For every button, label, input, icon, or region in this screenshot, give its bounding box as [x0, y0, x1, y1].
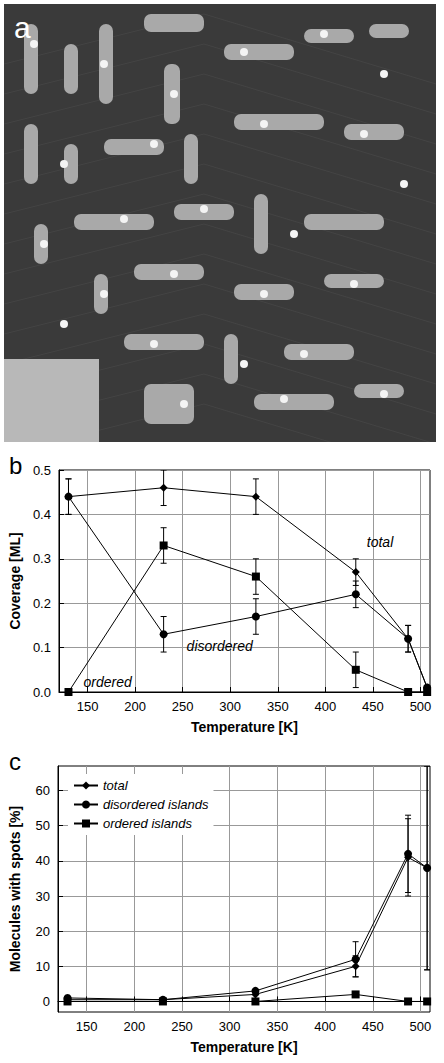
svg-text:200: 200 [123, 1019, 145, 1034]
svg-text:a: a [14, 11, 31, 44]
svg-text:Molecules with spots [%]: Molecules with spots [%] [7, 806, 23, 972]
svg-text:150: 150 [76, 1019, 98, 1034]
svg-text:50: 50 [36, 818, 50, 833]
svg-text:ordered: ordered [83, 674, 132, 690]
svg-text:total: total [367, 534, 394, 550]
svg-text:0.2: 0.2 [33, 596, 51, 611]
svg-text:0.0: 0.0 [33, 685, 51, 700]
svg-text:20: 20 [36, 924, 50, 939]
svg-text:ordered islands: ordered islands [103, 816, 192, 831]
svg-text:30: 30 [36, 889, 50, 904]
svg-text:b: b [9, 452, 22, 479]
svg-text:350: 350 [267, 1019, 289, 1034]
svg-text:10: 10 [36, 959, 50, 974]
svg-text:450: 450 [362, 699, 384, 714]
svg-text:500: 500 [410, 1019, 432, 1034]
svg-text:0.4: 0.4 [33, 507, 51, 522]
svg-text:200: 200 [124, 699, 146, 714]
svg-text:Temperature [K]: Temperature [K] [191, 719, 298, 735]
svg-text:450: 450 [362, 1019, 384, 1034]
svg-text:250: 250 [171, 1019, 193, 1034]
svg-text:c: c [9, 748, 21, 775]
svg-text:400: 400 [314, 1019, 336, 1034]
svg-text:0: 0 [43, 994, 50, 1009]
svg-text:300: 300 [219, 699, 241, 714]
svg-text:0.3: 0.3 [33, 551, 51, 566]
svg-text:0.1: 0.1 [33, 640, 51, 655]
svg-text:60: 60 [36, 783, 50, 798]
svg-text:300: 300 [219, 1019, 241, 1034]
svg-text:Coverage [ML]: Coverage [ML] [7, 532, 23, 629]
svg-text:400: 400 [314, 699, 336, 714]
svg-text:500: 500 [410, 699, 432, 714]
svg-text:350: 350 [267, 699, 289, 714]
svg-text:disordered islands: disordered islands [103, 797, 209, 812]
svg-text:250: 250 [172, 699, 194, 714]
svg-text:40: 40 [36, 853, 50, 868]
svg-text:Temperature [K]: Temperature [K] [190, 1039, 297, 1055]
svg-text:150: 150 [77, 699, 99, 714]
svg-text:0.5: 0.5 [33, 463, 51, 478]
svg-text:disordered: disordered [187, 638, 254, 654]
svg-text:total: total [103, 778, 129, 793]
